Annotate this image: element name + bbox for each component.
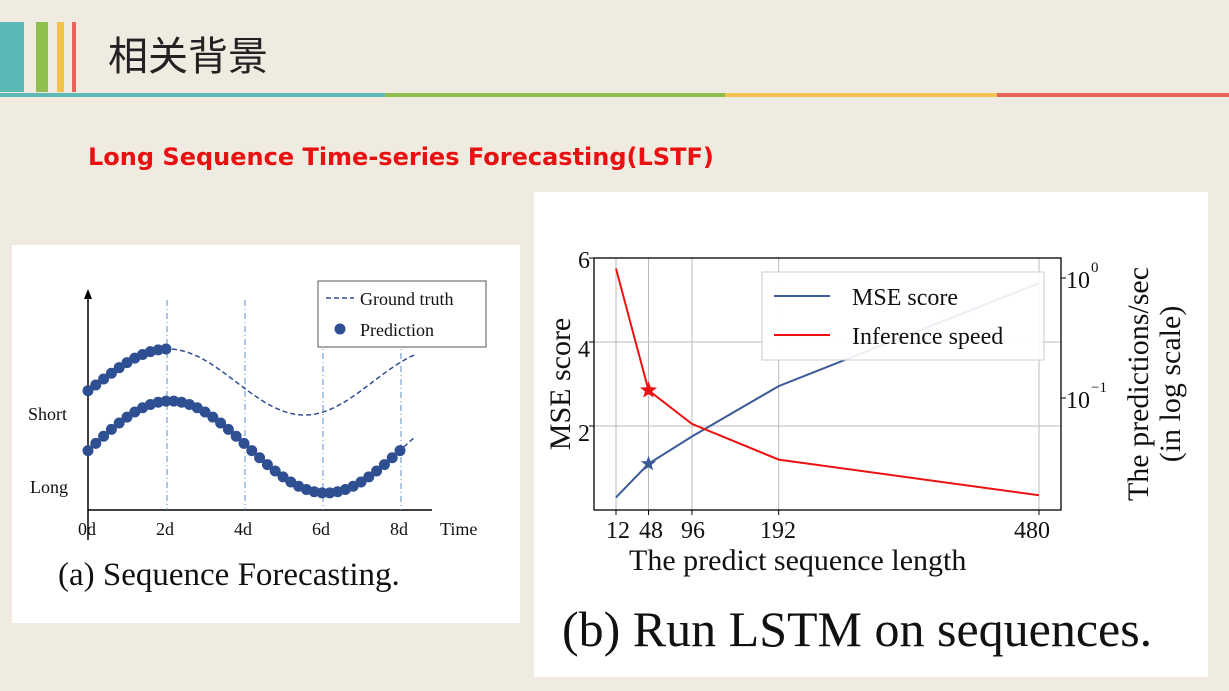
prediction-long-point <box>121 411 133 423</box>
figure-a-panel: Short Long 0d 2d 4d 6d 8d Time Ground tr… <box>12 245 520 623</box>
prediction-long-point <box>98 430 110 442</box>
accent-bar-red <box>72 22 76 92</box>
prediction-long-point <box>238 437 250 449</box>
y-right-tick-top: 10 <box>1066 268 1090 294</box>
header-rule-yellow <box>725 93 997 97</box>
header-rule-green <box>385 93 725 97</box>
x-tick-4d: 4d <box>234 519 252 539</box>
prediction-short-point <box>98 373 110 385</box>
x-tick-2d: 2d <box>156 519 174 539</box>
prediction-short-point <box>82 385 94 397</box>
prediction-short-point <box>160 343 172 355</box>
series-line-speed <box>615 268 1040 497</box>
slide-header: 相关背景 <box>0 0 1229 98</box>
prediction-long-point <box>378 459 390 471</box>
prediction-long-points <box>82 395 406 499</box>
y-right-label-line2: (in log scale) <box>1154 306 1187 463</box>
prediction-long-point <box>277 471 289 483</box>
x-tick-12: 12 <box>606 518 630 544</box>
label-long: Long <box>30 477 68 497</box>
prediction-long-point <box>230 430 242 442</box>
y-right-label-line1: The predictions/sec <box>1122 267 1155 501</box>
x-tick-192: 192 <box>760 518 796 544</box>
y-axis-arrow <box>84 289 92 299</box>
y-tick-6: 6 <box>578 248 590 274</box>
x-axis-label: Time <box>440 519 477 539</box>
prediction-long-point <box>371 465 383 477</box>
x-axis-label: The predict sequence length <box>629 544 966 577</box>
prediction-long-point <box>207 411 219 423</box>
y-tick-2: 2 <box>578 421 590 447</box>
prediction-long-point <box>363 471 375 483</box>
legend-speed-label: Inference speed <box>852 324 1003 350</box>
legend-ground-truth-label: Ground truth <box>360 289 454 309</box>
x-tick-48: 48 <box>639 518 663 544</box>
prediction-long-point <box>355 476 367 488</box>
figure-b-legend: MSE score Inference speed <box>761 271 1045 361</box>
x-tick-8d: 8d <box>390 519 408 539</box>
prediction-long-point <box>105 423 117 435</box>
x-tick-480: 480 <box>1014 518 1050 544</box>
series-star-marker <box>640 381 658 398</box>
prediction-long-point <box>386 452 398 464</box>
prediction-long-point <box>394 445 406 457</box>
prediction-long-point <box>316 487 328 499</box>
y-right-tick-bottom-exp: −1 <box>1091 380 1107 396</box>
legend-mse-label: MSE score <box>852 285 958 311</box>
lstm-chart: 2 4 6 MSE score 10 0 10 −1 The predictio… <box>544 248 1187 577</box>
label-short: Short <box>28 404 67 424</box>
legend-box <box>761 271 1045 361</box>
header-rule-teal <box>0 93 385 97</box>
legend-prediction-swatch <box>334 323 346 335</box>
sequence-forecast-chart: Short Long 0d 2d 4d 6d 8d Time Ground tr… <box>28 280 487 540</box>
series-star-marker <box>640 455 657 471</box>
figure-a-legend: Ground truth Prediction <box>317 280 487 348</box>
prediction-long-point <box>215 417 227 429</box>
figure-a-caption: (a) Sequence Forecasting. <box>58 557 400 593</box>
prediction-long-point <box>160 395 172 407</box>
x-tick-96: 96 <box>681 518 705 544</box>
prediction-long-point <box>222 423 234 435</box>
x-tick-0d: 0d <box>78 519 96 539</box>
header-rule-red <box>997 93 1229 97</box>
prediction-long-point <box>254 452 266 464</box>
legend-prediction-label: Prediction <box>360 320 434 340</box>
prediction-long-point <box>246 445 258 457</box>
y-right-tick-top-exp: 0 <box>1091 260 1099 276</box>
plot-ticks <box>589 257 1066 515</box>
prediction-long-point <box>113 417 125 429</box>
slide-title: 相关背景 <box>108 34 268 80</box>
y-axis-label: MSE score <box>544 318 577 450</box>
prediction-short-point <box>105 367 117 379</box>
accent-bar-teal <box>0 22 24 92</box>
prediction-long-point <box>269 465 281 477</box>
legend-box <box>317 280 487 348</box>
accent-bar-green <box>36 22 48 92</box>
figure-b-panel: 2 4 6 MSE score 10 0 10 −1 The predictio… <box>534 192 1208 677</box>
section-subtitle: Long Sequence Time-series Forecasting(LS… <box>88 143 714 171</box>
y-right-tick-bottom: 10 <box>1066 388 1090 414</box>
accent-bar-yellow <box>57 22 64 92</box>
prediction-long-point <box>199 406 211 418</box>
prediction-short-point <box>113 362 125 374</box>
figure-b-caption: (b) Run LSTM on sequences. <box>562 601 1153 657</box>
prediction-short-points <box>82 343 172 397</box>
prediction-long-point <box>90 437 102 449</box>
prediction-long-point <box>261 459 273 471</box>
x-tick-6d: 6d <box>312 519 330 539</box>
prediction-short-point <box>90 379 102 391</box>
prediction-long-point <box>82 445 94 457</box>
plot-frame <box>593 257 1062 511</box>
y-tick-4: 4 <box>578 337 590 363</box>
